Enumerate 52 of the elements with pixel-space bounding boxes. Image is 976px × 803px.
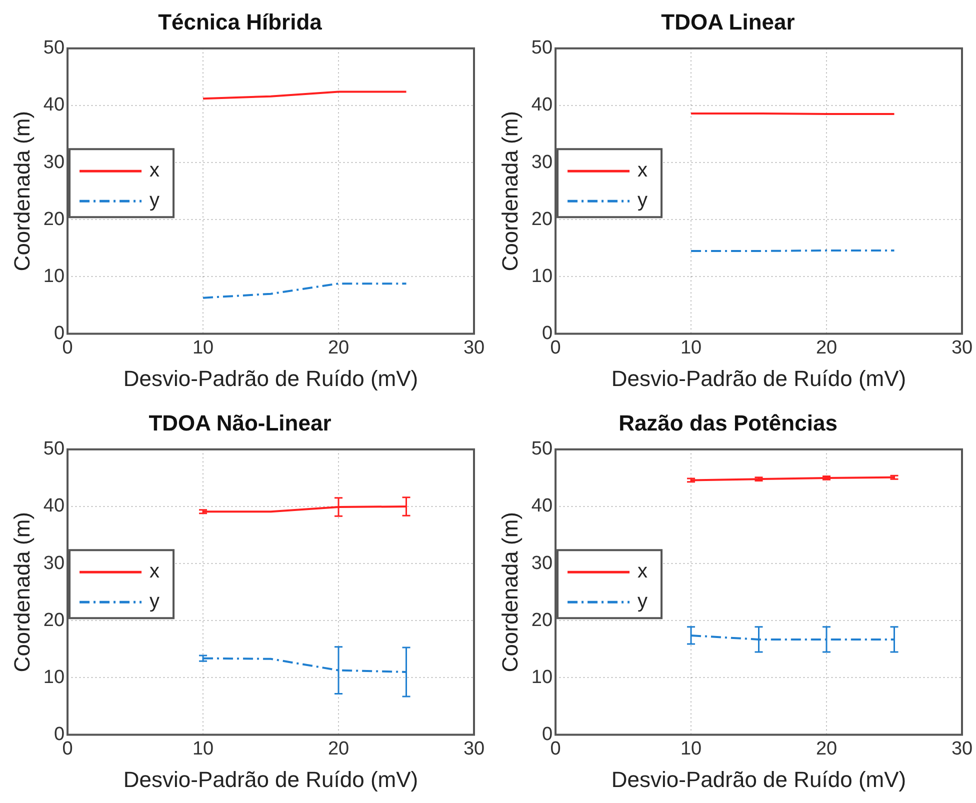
y-tick-label: 40 — [531, 94, 553, 116]
y-tick-label: 10 — [43, 666, 65, 688]
legend-label: y — [150, 190, 160, 212]
x-axis-title: Desvio-Padrão de Ruído (mV) — [611, 366, 906, 391]
x-tick-label: 30 — [951, 337, 973, 358]
y-axis-title: Coordenada (m) — [9, 111, 34, 272]
y-tick-label: 10 — [43, 266, 65, 287]
y-tick-label: 20 — [43, 610, 65, 631]
x-axis-title: Desvio-Padrão de Ruído (mV) — [611, 766, 906, 792]
y-axis-title: Coordenada (m) — [497, 111, 522, 272]
chart-title: Razão das Potências — [618, 410, 838, 436]
y-tick-label: 50 — [531, 438, 553, 460]
legend-label: x — [638, 560, 648, 583]
y-axis-title: Coordenada (m) — [9, 512, 34, 672]
x-axis-title: Desvio-Padrão de Ruído (mV) — [123, 366, 418, 391]
y-tick-label: 50 — [43, 438, 65, 460]
x-tick-label: 10 — [192, 738, 214, 760]
y-tick-label: 50 — [43, 38, 65, 59]
y-tick-label: 10 — [531, 666, 553, 688]
y-tick-label: 30 — [531, 152, 553, 173]
legend-label: x — [150, 160, 160, 182]
x-tick-label: 30 — [951, 738, 973, 760]
x-tick-label: 20 — [816, 337, 838, 358]
legend-label: y — [150, 590, 160, 613]
x-tick-label: 10 — [680, 337, 702, 358]
y-tick-label: 50 — [531, 38, 553, 59]
x-tick-label: 10 — [192, 337, 214, 358]
legend-label: y — [638, 190, 648, 212]
y-tick-label: 40 — [43, 496, 65, 517]
y-tick-label: 40 — [531, 496, 553, 517]
y-tick-label: 30 — [43, 552, 65, 574]
x-tick-label: 10 — [680, 738, 702, 760]
legend-label: y — [638, 590, 648, 613]
y-tick-label: 20 — [531, 208, 553, 230]
chart-title: Técnica Híbrida — [158, 9, 323, 34]
y-tick-label: 30 — [43, 152, 65, 173]
legend-label: x — [150, 560, 160, 583]
y-axis-title: Coordenada (m) — [497, 512, 522, 672]
y-tick-label: 40 — [43, 94, 65, 116]
legend-label: x — [638, 160, 648, 182]
x-tick-label: 20 — [328, 337, 350, 358]
chart-title: TDOA Não-Linear — [148, 410, 332, 436]
x-tick-label: 30 — [463, 337, 485, 358]
x-tick-label: 20 — [816, 738, 838, 760]
x-tick-label: 20 — [328, 738, 350, 760]
chart-title: TDOA Linear — [661, 9, 796, 34]
x-axis-title: Desvio-Padrão de Ruído (mV) — [123, 766, 418, 792]
y-tick-label: 30 — [531, 552, 553, 574]
y-tick-label: 20 — [43, 208, 65, 230]
x-tick-label: 30 — [463, 738, 485, 760]
y-tick-label: 10 — [531, 266, 553, 287]
y-tick-label: 20 — [531, 610, 553, 631]
